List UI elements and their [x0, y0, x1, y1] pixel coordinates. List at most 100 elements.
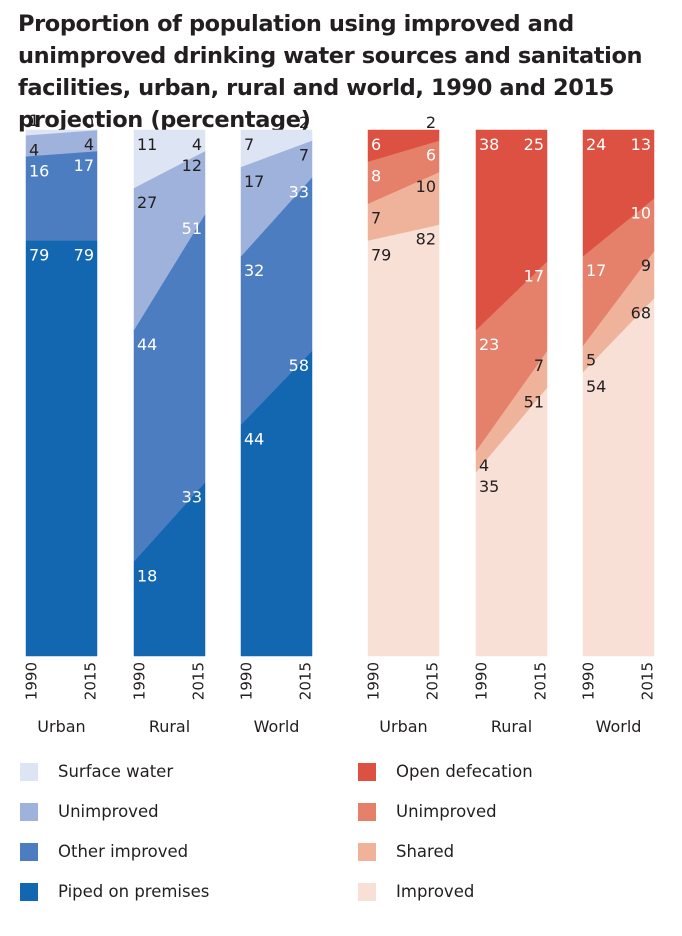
year-label-1990: 1990	[131, 662, 149, 700]
value-label-surface-water-2015: 2	[299, 113, 309, 132]
value-label-shared-1990: 7	[371, 209, 381, 228]
sanitation-legend-improved: Improved	[358, 882, 474, 901]
area-surface-water-drinking-water-rural	[133, 129, 206, 189]
legend-label: Open defecation	[396, 762, 533, 781]
legend-label: Piped on premises	[58, 882, 209, 901]
value-label-open-defecation-2015: 13	[631, 135, 651, 154]
water-legend-unimproved: Unimproved	[20, 802, 159, 821]
value-label-open-defecation-2015: 25	[524, 135, 544, 154]
value-label-piped-on-premises-2015: 33	[182, 487, 202, 506]
value-label-other-improved-2015: 17	[74, 156, 94, 175]
legend-swatch	[358, 843, 376, 861]
value-label-other-improved-2015: 51	[182, 219, 202, 238]
chart-title: Proportion of population using improved …	[18, 11, 643, 133]
sanitation-legend-open-defecation: Open defecation	[358, 762, 533, 781]
value-label-surface-water-2015: 0	[84, 113, 94, 132]
value-label-piped-on-premises-1990: 79	[29, 245, 49, 264]
value-label-improved-2015: 51	[524, 393, 544, 412]
value-label-unimproved-1990: 17	[244, 172, 264, 191]
sanitation-legend-shared: Shared	[358, 842, 454, 861]
water-legend-surface-water: Surface water	[20, 762, 173, 781]
value-label-unimproved-1990: 8	[371, 167, 381, 186]
year-label-2015: 2015	[297, 662, 315, 700]
value-label-shared-2015: 9	[641, 256, 651, 275]
value-label-piped-on-premises-1990: 18	[137, 566, 157, 585]
value-label-piped-on-premises-2015: 58	[289, 356, 309, 375]
value-label-improved-2015: 68	[631, 303, 651, 322]
value-label-shared-2015: 10	[416, 177, 436, 196]
value-label-shared-1990: 5	[586, 351, 596, 370]
year-label-1990: 1990	[23, 662, 41, 700]
value-label-unimproved-2015: 10	[631, 203, 651, 222]
value-label-unimproved-1990: 17	[586, 261, 606, 280]
year-label-2015: 2015	[82, 662, 100, 700]
value-label-improved-1990: 35	[479, 477, 499, 496]
area-surface-water-drinking-water-urban	[25, 129, 98, 136]
legend-swatch	[20, 763, 38, 781]
legend-swatch	[358, 763, 376, 781]
value-label-open-defecation-1990: 6	[371, 135, 381, 154]
value-label-piped-on-premises-2015: 79	[74, 245, 94, 264]
value-label-improved-1990: 54	[586, 377, 606, 396]
value-label-unimproved-2015: 12	[182, 156, 202, 175]
value-label-open-defecation-1990: 38	[479, 135, 499, 154]
value-label-surface-water-1990: 1	[29, 111, 39, 130]
value-label-unimproved-1990: 27	[137, 193, 157, 212]
legend-label: Unimproved	[396, 802, 497, 821]
water-legend-piped-on-premises: Piped on premises	[20, 882, 209, 901]
group-label-world: World	[254, 717, 300, 736]
legend-label: Surface water	[58, 762, 173, 781]
panel-drinking-water-world: 44 58 32 33 17 7 7 2 1990 2015 World	[238, 113, 315, 736]
group-label-world: World	[596, 717, 642, 736]
year-label-1990: 1990	[580, 662, 598, 700]
value-label-piped-on-premises-1990: 44	[244, 430, 264, 449]
value-label-unimproved-2015: 17	[524, 267, 544, 286]
legend-swatch	[358, 883, 376, 901]
value-label-shared-1990: 4	[479, 456, 489, 475]
legend-label: Improved	[396, 882, 474, 901]
value-label-surface-water-1990: 11	[137, 135, 157, 154]
value-label-shared-2015: 7	[534, 356, 544, 375]
value-label-unimproved-2015: 7	[299, 146, 309, 165]
group-label-rural: Rural	[149, 717, 190, 736]
area-open-defecation-sanitation-world	[582, 129, 655, 257]
year-label-2015: 2015	[532, 662, 550, 700]
value-label-unimproved-2015: 6	[426, 146, 436, 165]
value-label-surface-water-2015: 4	[192, 135, 202, 154]
area-piped-on-premises-drinking-water-urban	[25, 240, 98, 657]
legend-swatch	[20, 803, 38, 821]
value-label-surface-water-1990: 7	[244, 135, 254, 154]
year-label-1990: 1990	[473, 662, 491, 700]
value-label-improved-2015: 82	[416, 230, 436, 249]
legend-swatch	[20, 843, 38, 861]
year-label-2015: 2015	[190, 662, 208, 700]
group-label-urban: Urban	[37, 717, 85, 736]
area-surface-water-drinking-water-world	[240, 129, 313, 168]
panel-drinking-water-urban: 79 79 16 17 4 4 1 0 1990 2015 Urban	[23, 111, 100, 736]
year-label-1990: 1990	[238, 662, 256, 700]
panel-sanitation-world: 54 68 5 9 17 10 24 13 1990 2015 World	[580, 129, 657, 736]
value-label-unimproved-2015: 4	[84, 135, 94, 154]
area-open-defecation-sanitation-rural	[475, 129, 548, 331]
group-label-urban: Urban	[379, 717, 427, 736]
year-label-2015: 2015	[639, 662, 657, 700]
value-label-open-defecation-2015: 2	[426, 113, 436, 132]
value-label-unimproved-1990: 4	[29, 140, 39, 159]
year-label-1990: 1990	[365, 662, 383, 700]
panel-sanitation-urban: 79 82 7 10 8 6 6 2 1990 2015 Urban	[365, 113, 442, 736]
value-label-unimproved-1990: 23	[479, 335, 499, 354]
value-label-open-defecation-1990: 24	[586, 135, 606, 154]
value-label-improved-1990: 79	[371, 245, 391, 264]
group-label-rural: Rural	[491, 717, 532, 736]
legend-label: Shared	[396, 842, 454, 861]
year-label-2015: 2015	[424, 662, 442, 700]
value-label-other-improved-1990: 16	[29, 161, 49, 180]
legend-swatch	[20, 883, 38, 901]
legend-swatch	[358, 803, 376, 821]
area-improved-sanitation-urban	[367, 224, 440, 657]
water-legend-other-improved: Other improved	[20, 842, 188, 861]
value-label-other-improved-1990: 32	[244, 261, 264, 280]
